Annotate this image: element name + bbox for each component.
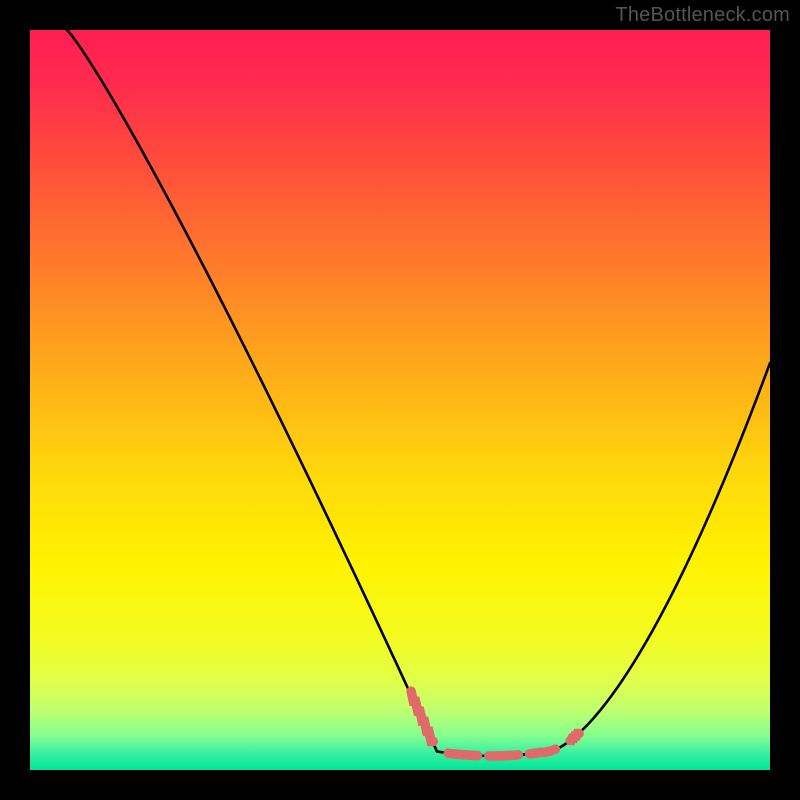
sweet-spot-dash [570, 734, 579, 741]
gradient-plot-area [30, 30, 770, 770]
bottleneck-curve-chart [0, 0, 800, 800]
sweet-spot-dash [489, 755, 519, 756]
sweet-spot-dash [530, 749, 556, 754]
chart-stage: TheBottleneck.com [0, 0, 800, 800]
sweet-spot-dash [448, 753, 478, 755]
